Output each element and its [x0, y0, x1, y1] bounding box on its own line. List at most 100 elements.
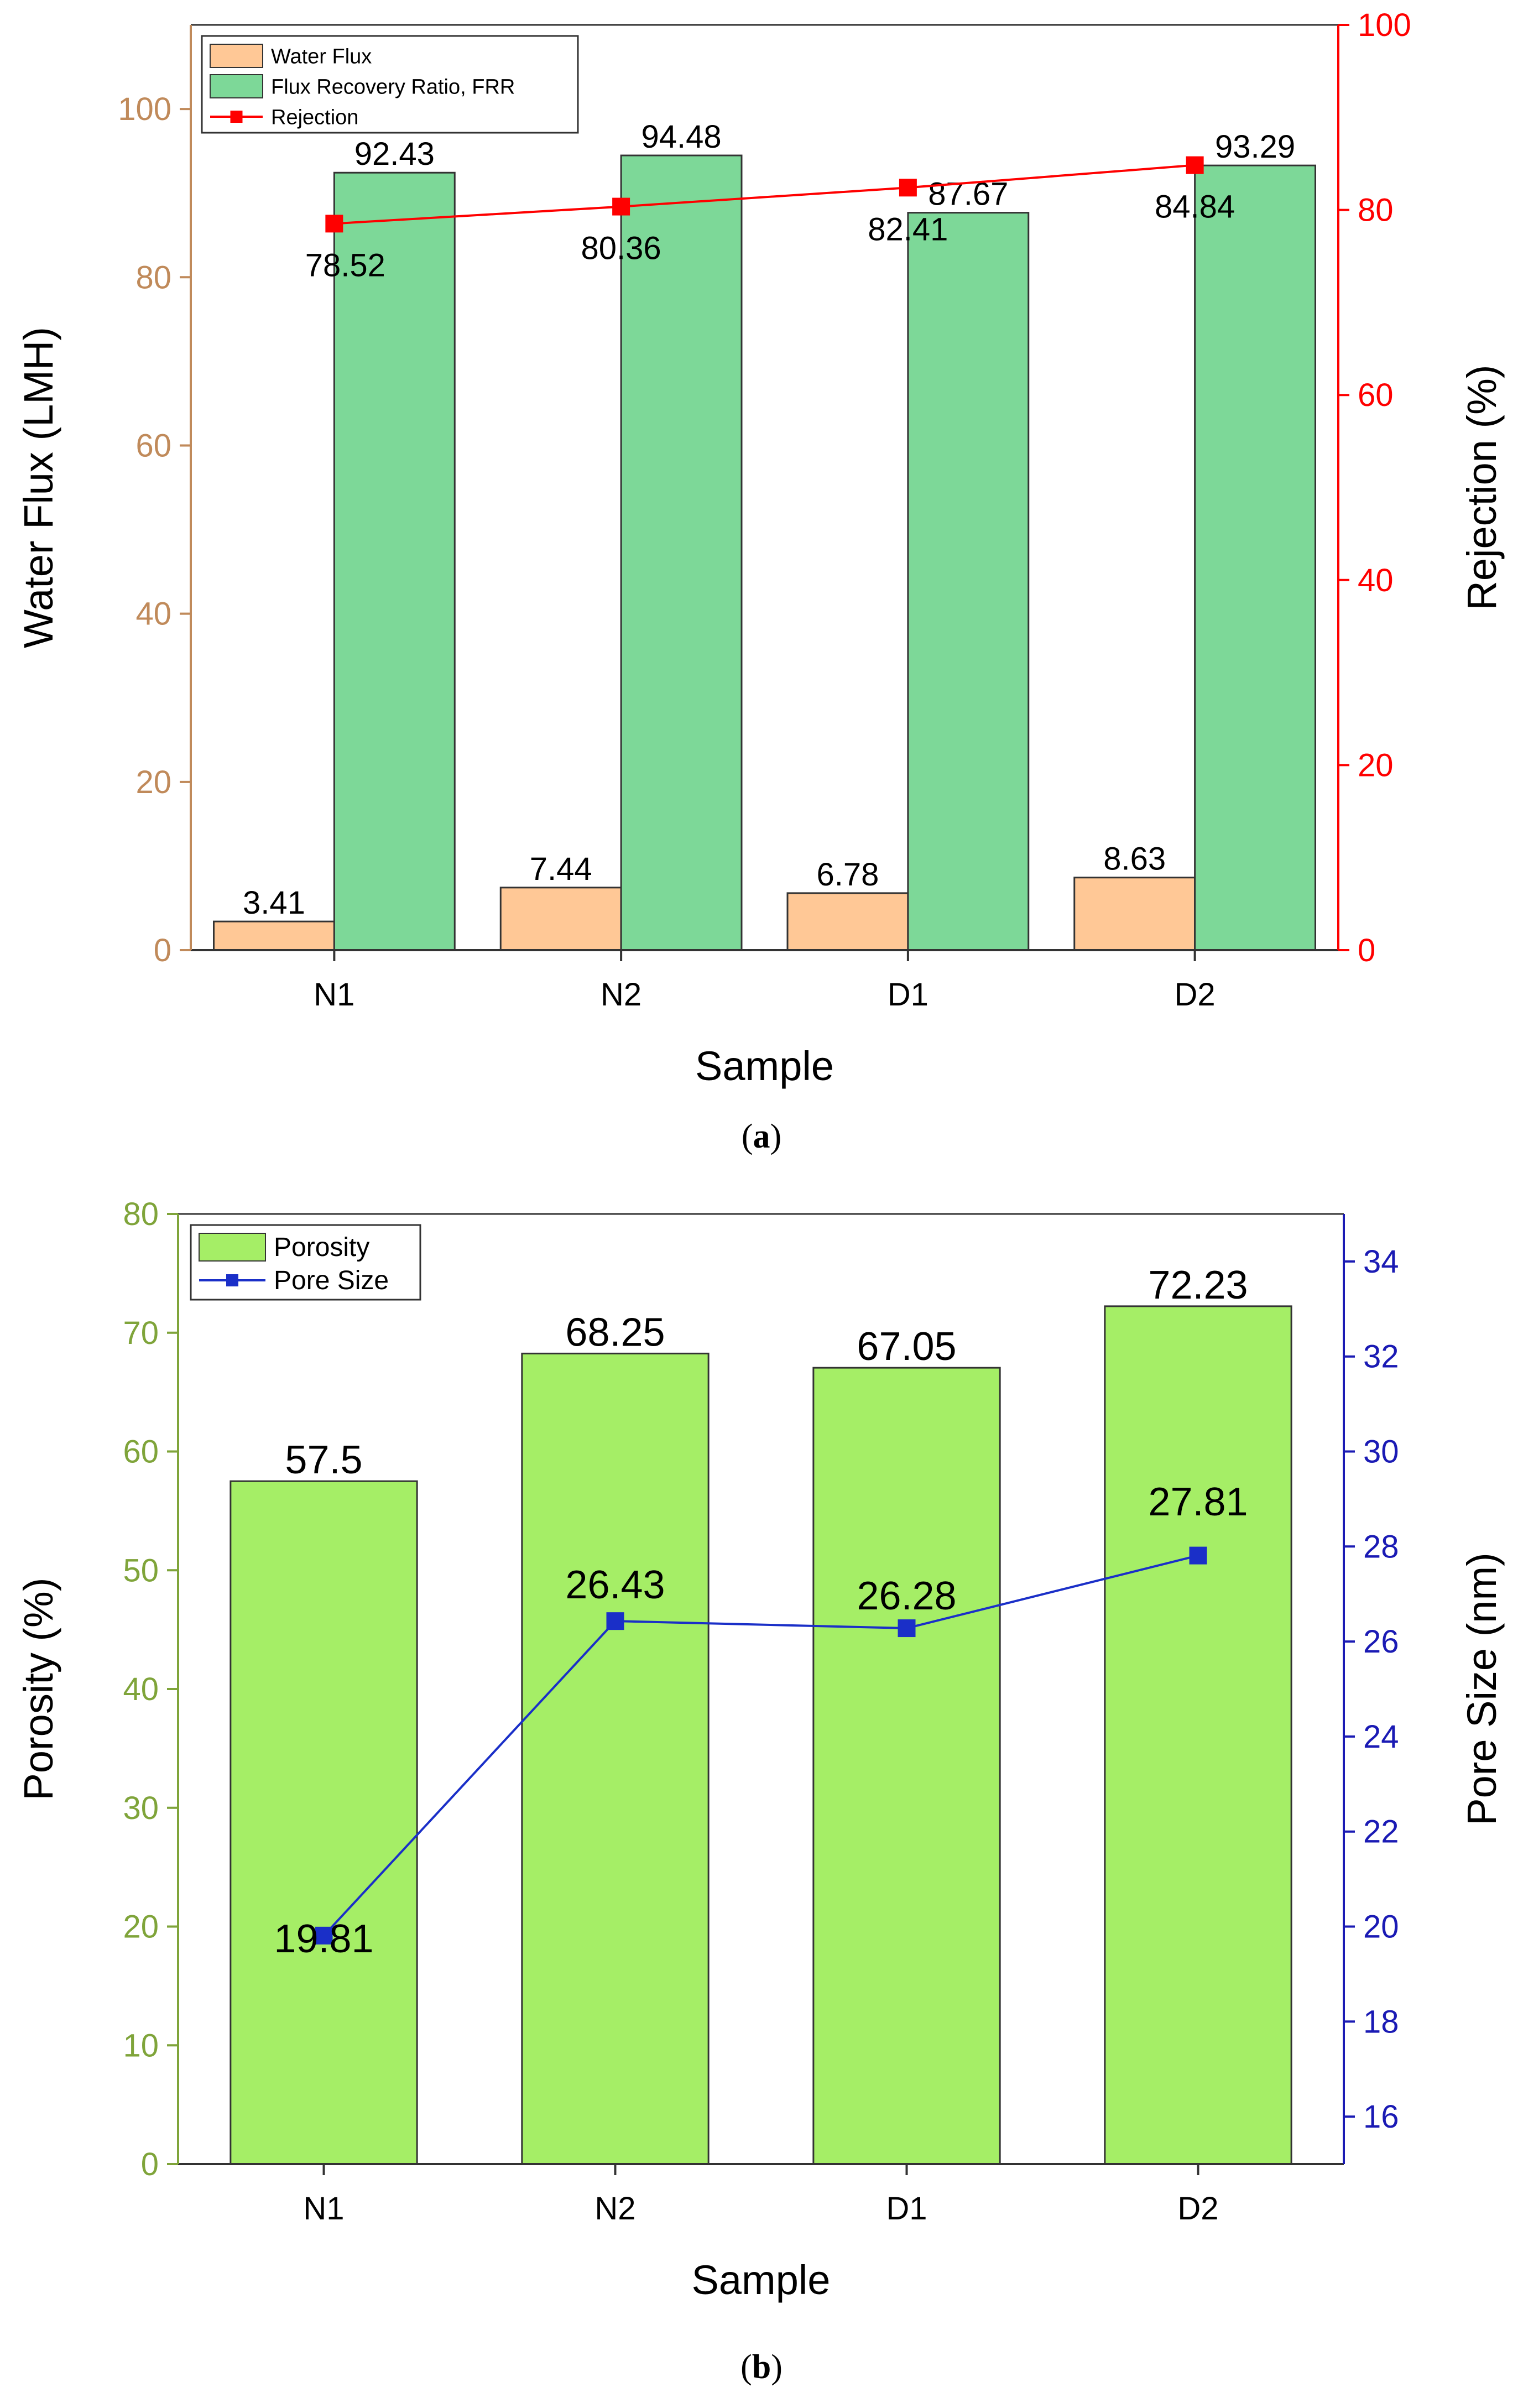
y-tick-label-right: 18	[1363, 2004, 1399, 2040]
panel-caption-letter: a	[753, 1118, 770, 1155]
y-tick-label-right: 80	[1358, 192, 1394, 228]
legend-label: Water Flux	[271, 45, 372, 68]
y-tick-label-right: 20	[1358, 747, 1394, 783]
data-label: 94.48	[641, 119, 721, 155]
legend-swatch	[210, 44, 263, 68]
y-tick-label-left: 50	[123, 1552, 159, 1588]
data-label: 92.43	[354, 136, 435, 172]
data-label: 72.23	[1148, 1263, 1248, 1307]
line-marker	[606, 1612, 624, 1630]
y-tick-label-right: 24	[1363, 1719, 1399, 1755]
series-line-pore-size	[323, 1554, 1198, 1937]
panel-caption-close: )	[771, 2348, 783, 2386]
x-tick-label: D1	[886, 2191, 927, 2227]
bar-flux-recovery-ratio-frr	[333, 171, 456, 951]
panel-caption-open: (	[740, 2348, 752, 2386]
x-tick-label: D2	[1177, 2191, 1218, 2227]
y-tick-label-left: 60	[135, 428, 171, 463]
line-data-label: 26.43	[565, 1563, 665, 1607]
y-tick-label-right: 30	[1363, 1434, 1399, 1470]
legend-label: Rejection	[271, 106, 358, 129]
panel-caption-letter: b	[752, 2348, 771, 2386]
y-tick-label-left: 20	[135, 764, 171, 800]
line-marker	[612, 197, 630, 216]
data-label: 57.5	[285, 1438, 362, 1482]
panel-caption: (a)	[742, 1118, 781, 1155]
y-axis-title-right: Pore Size (nm)	[1459, 1552, 1505, 1825]
y-tick-label-left: 0	[154, 932, 171, 968]
data-label: 8.63	[1103, 841, 1166, 877]
line-data-label: 19.81	[274, 1917, 373, 1961]
y-tick-label-left: 20	[123, 1909, 159, 1945]
y-tick-label-left: 40	[123, 1671, 159, 1707]
bar-water-flux	[786, 892, 909, 951]
data-label: 68.25	[565, 1310, 665, 1354]
y-axis-title-left: Water Flux (LMH)	[15, 327, 61, 648]
legend-box	[201, 35, 579, 134]
y-tick-label-right: 20	[1363, 1909, 1399, 1945]
legend-marker	[226, 1274, 238, 1286]
y-tick-label-left: 60	[123, 1434, 159, 1470]
bar-flux-recovery-ratio-frr	[907, 212, 1030, 951]
chart-b: 57.5 68.25 67.05 72.23 19.81 26.43 26.28 27.81 0…	[15, 1196, 1505, 2386]
bar-water-flux	[499, 887, 622, 951]
y-tick-label-left: 30	[123, 1790, 159, 1826]
y-tick-label-right: 22	[1363, 1814, 1399, 1850]
x-tick-label: N2	[601, 977, 641, 1013]
x-tick-label: N1	[314, 977, 354, 1013]
y-tick-label-left: 0	[141, 2146, 159, 2182]
x-tick-label: D2	[1175, 977, 1216, 1013]
x-axis-title: Sample	[692, 2257, 831, 2303]
bar-porosity	[1104, 1305, 1292, 2165]
line-marker	[1189, 1546, 1207, 1565]
data-label: 7.44	[530, 851, 592, 887]
x-axis-title: Sample	[695, 1043, 834, 1089]
y-tick-label-left: 70	[123, 1315, 159, 1351]
bar-water-flux	[1073, 877, 1196, 951]
series-line-rejection	[334, 164, 1195, 225]
bar-porosity	[230, 1480, 418, 2165]
line-data-label: 84.84	[1155, 189, 1235, 225]
x-tick-label: N1	[303, 2191, 344, 2227]
y-tick-label-left: 10	[123, 2027, 159, 2063]
bar-flux-recovery-ratio-frr	[1194, 164, 1316, 951]
line-marker	[899, 179, 917, 197]
y-tick-label-right: 100	[1358, 7, 1411, 43]
bar-porosity	[521, 1352, 710, 2165]
y-tick-label-right: 60	[1358, 377, 1394, 413]
line-marker	[315, 1926, 333, 1945]
line-data-label: 26.28	[857, 1574, 956, 1618]
legend-label: Pore Size	[274, 1266, 389, 1295]
x-tick-label: N2	[594, 2191, 635, 2227]
bar-porosity	[812, 1367, 1001, 2165]
panel-caption-close: )	[770, 1118, 782, 1155]
data-label: 3.41	[243, 885, 305, 921]
legend-label: Porosity	[274, 1233, 369, 1262]
data-label: 6.78	[816, 857, 879, 893]
data-label: 93.29	[1215, 129, 1295, 165]
y-tick-label-left: 40	[135, 596, 171, 632]
line-marker	[1186, 156, 1204, 174]
line-marker	[325, 215, 343, 233]
bar-water-flux	[213, 920, 335, 951]
legend-swatch	[199, 1233, 266, 1262]
data-label: 67.05	[857, 1325, 956, 1369]
y-tick-label-right: 16	[1363, 2099, 1399, 2135]
y-tick-label-left: 80	[135, 259, 171, 295]
line-data-label: 82.41	[868, 211, 948, 247]
legend-marker	[230, 111, 243, 123]
y-tick-label-right: 32	[1363, 1339, 1399, 1375]
panel-caption: (b)	[740, 2348, 783, 2386]
y-tick-label-right: 28	[1363, 1529, 1399, 1565]
y-tick-label-right: 26	[1363, 1624, 1399, 1660]
line-data-label: 78.52	[305, 247, 385, 283]
line-data-label: 80.36	[581, 231, 661, 267]
bar-flux-recovery-ratio-frr	[620, 154, 743, 951]
y-tick-label-left: 100	[118, 91, 171, 127]
legend-swatch	[210, 74, 263, 98]
x-tick-label: D1	[888, 977, 929, 1013]
legend-label: Flux Recovery Ratio, FRR	[271, 75, 515, 98]
y-tick-label-right: 0	[1358, 932, 1375, 968]
